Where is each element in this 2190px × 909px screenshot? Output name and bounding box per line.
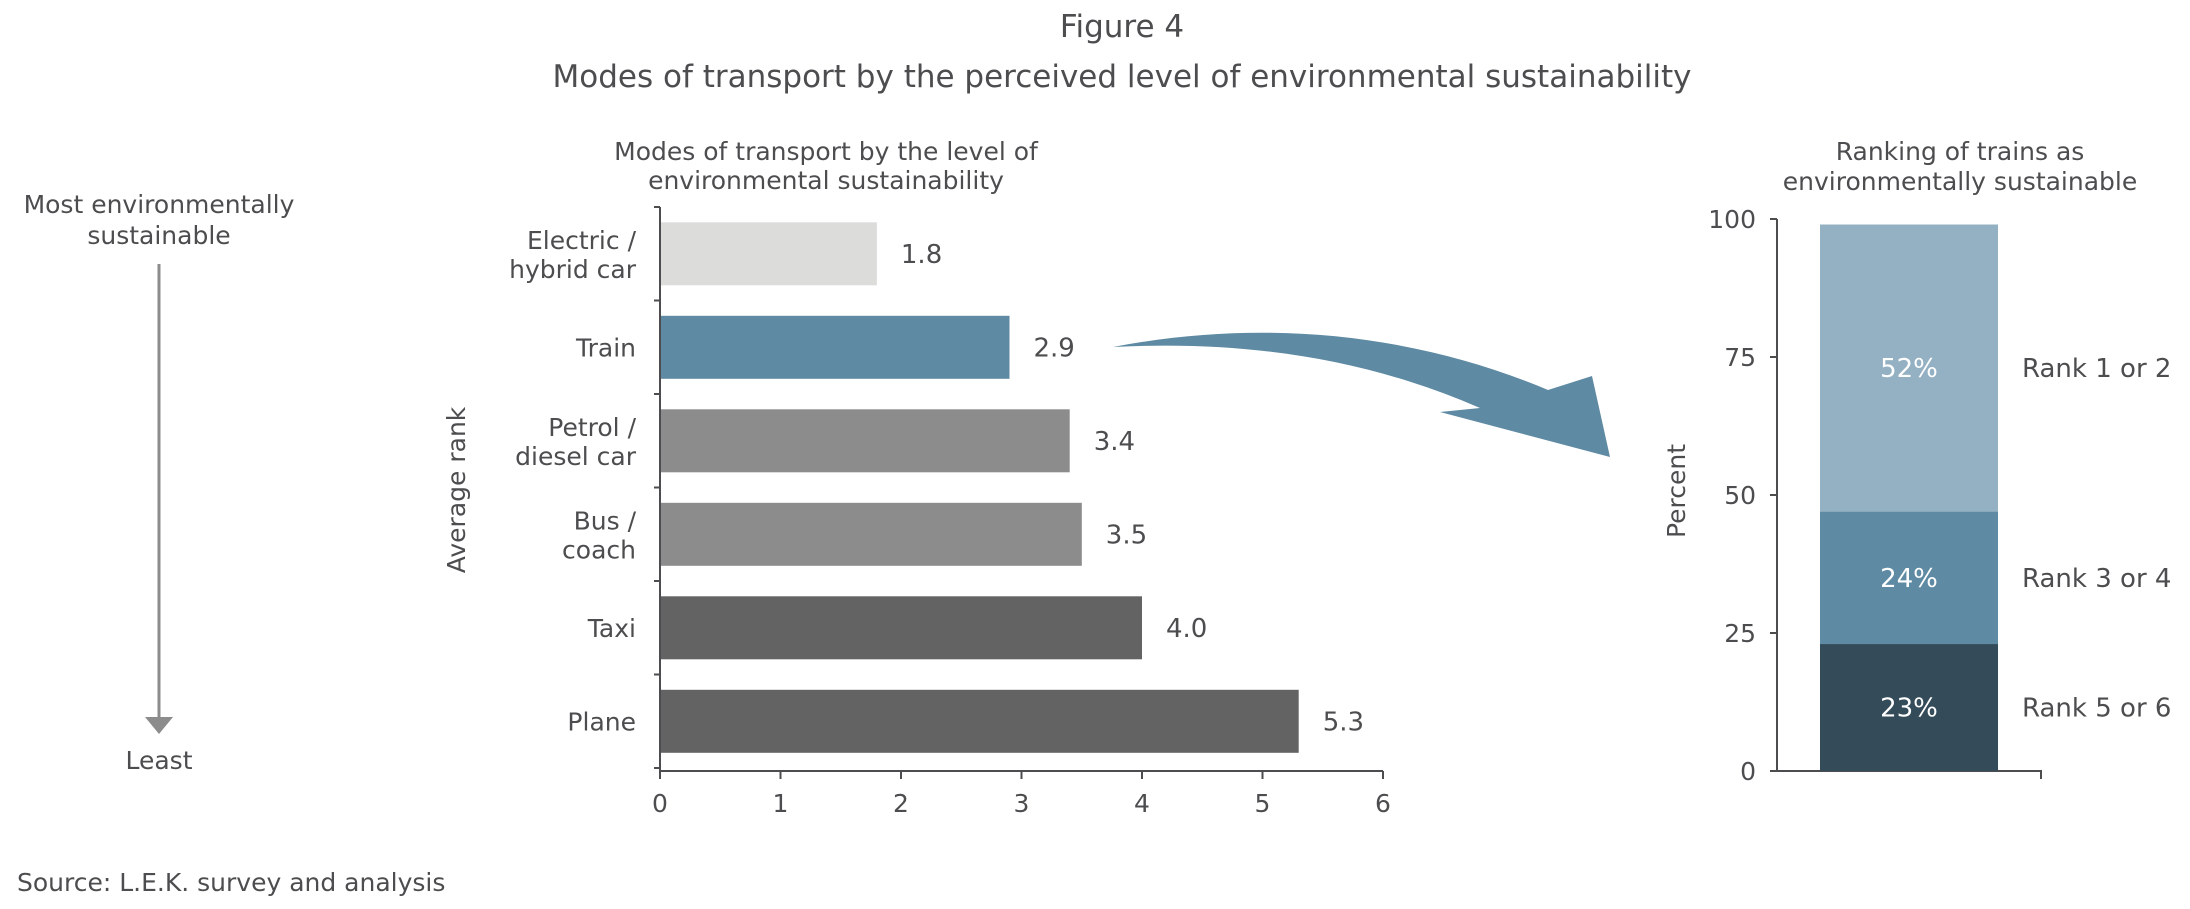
figure-label: Figure 4: [1060, 9, 1184, 45]
bar-chart: Modes of transport by the level of envir…: [442, 137, 1391, 818]
bar-value-label-3: 3.5: [1106, 520, 1147, 550]
stacked-segment-label-0: 23%: [1880, 694, 1938, 724]
category-label-4: Taxi: [587, 614, 636, 643]
bar-value-label-4: 4.0: [1166, 614, 1207, 644]
bar-3: [661, 502, 1082, 566]
stacked-segment-0: [1820, 644, 1998, 771]
scale-arrow-head-icon: [145, 717, 173, 734]
x-tick-label-1: 1: [773, 789, 789, 818]
stacked-chart-title-line1: Ranking of trains as: [1836, 137, 2085, 166]
stacked-y-tick-label-0: 0: [1740, 757, 1756, 786]
category-label-3-line1: Bus /: [574, 506, 637, 535]
stacked-segment-label-2: 52%: [1880, 354, 1938, 384]
stacked-y-tick-label-1: 25: [1724, 619, 1756, 648]
x-tick-label-5: 5: [1255, 789, 1271, 818]
category-label-0-line1: Electric /: [527, 226, 637, 255]
bar-0: [661, 222, 877, 286]
bar-value-label-0: 1.8: [901, 240, 942, 270]
bar-value-label-2: 3.4: [1094, 427, 1135, 457]
category-label-3-line2: coach: [562, 535, 636, 564]
stacked-segment-2: [1820, 224, 1998, 512]
bar-1: [661, 315, 1010, 379]
bar-chart-title-line2: environmental sustainability: [648, 166, 1004, 195]
stacked-segment-1: [1820, 511, 1998, 645]
x-tick-label-2: 2: [893, 789, 909, 818]
stacked-chart-title-line2: environmentally sustainable: [1783, 167, 2138, 196]
scale-indicator: Most environmentally sustainable Least: [24, 190, 295, 775]
stacked-y-tick-label-2: 50: [1724, 481, 1756, 510]
category-label-0-line2: hybrid car: [509, 255, 637, 284]
bar-chart-title-line1: Modes of transport by the level of: [614, 137, 1039, 166]
x-tick-label-6: 6: [1375, 789, 1391, 818]
x-tick-label-3: 3: [1014, 789, 1030, 818]
bar-5: [661, 689, 1299, 753]
scale-top-label-line1: Most environmentally: [24, 190, 295, 219]
category-label-5: Plane: [567, 707, 636, 736]
category-label-2-line2: diesel car: [515, 442, 637, 471]
source-note: Source: L.E.K. survey and analysis: [17, 868, 445, 897]
connector-arrow-icon: [1113, 332, 1610, 457]
stacked-legend-label-0: Rank 5 or 6: [2022, 694, 2171, 724]
stacked-y-tick-label-3: 75: [1724, 343, 1756, 372]
stacked-segment-label-1: 24%: [1880, 564, 1938, 594]
stacked-chart-y-axis-label: Percent: [1662, 444, 1691, 538]
bar-chart-y-axis-label: Average rank: [442, 406, 471, 573]
category-label-1: Train: [575, 333, 636, 362]
stacked-legend-label-1: Rank 3 or 4: [2022, 564, 2171, 594]
bar-4: [661, 596, 1142, 660]
x-tick-label-4: 4: [1134, 789, 1150, 818]
bar-value-label-1: 2.9: [1034, 333, 1075, 363]
bar-value-label-5: 5.3: [1323, 707, 1364, 737]
category-label-2-line1: Petrol /: [548, 413, 636, 442]
figure-title: Modes of transport by the perceived leve…: [553, 59, 1692, 95]
x-tick-label-0: 0: [652, 789, 668, 818]
stacked-legend-label-2: Rank 1 or 2: [2022, 354, 2171, 384]
bar-2: [661, 409, 1070, 473]
scale-bottom-label: Least: [125, 746, 192, 775]
stacked-y-tick-label-4: 100: [1708, 205, 1756, 234]
scale-top-label-line2: sustainable: [87, 221, 230, 250]
stacked-bar-chart: Ranking of trains as environmentally sus…: [1662, 137, 2171, 786]
